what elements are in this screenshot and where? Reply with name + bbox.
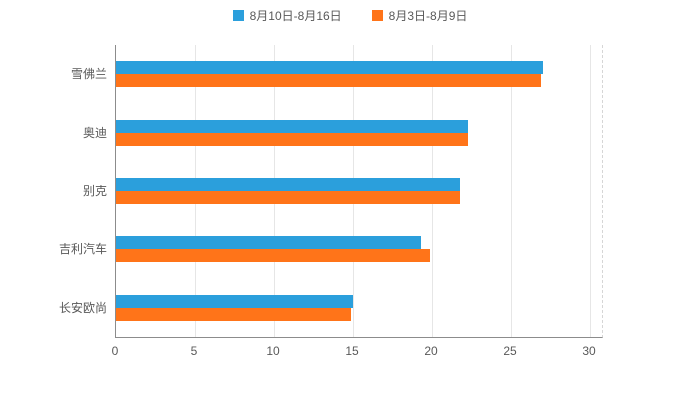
bar-series1-cat2[interactable] [116, 119, 469, 133]
x-tick-label: 5 [190, 344, 198, 358]
legend: 8月10日-8月16日 8月3日-8月9日 [0, 7, 700, 24]
category-label: 别克 [82, 184, 107, 198]
bar-series1-cat4[interactable] [116, 236, 421, 250]
bar-series1-cat3[interactable] [116, 178, 461, 191]
x-tick-label: 25 [503, 344, 517, 358]
legend-label-week2: 8月10日-8月16日 [249, 9, 342, 23]
x-tick-label: 15 [345, 344, 359, 358]
legend-swatch-orange-icon [371, 10, 383, 21]
bar-series2-cat5[interactable] [116, 307, 352, 321]
x-tick-label: 10 [266, 344, 280, 358]
legend-item-week1[interactable]: 8月3日-8月9日 [371, 7, 468, 24]
category-label: 雪佛兰 [70, 67, 107, 82]
x-tick-label: 20 [424, 344, 438, 358]
category-label: 吉利汽车 [58, 242, 107, 257]
bar-series2-cat3[interactable] [116, 191, 461, 204]
bar-series2-cat1[interactable] [116, 74, 542, 88]
gridline [510, 45, 512, 337]
plot-area [115, 45, 603, 338]
category-label: 奥迪 [82, 125, 107, 140]
bar-series1-cat1[interactable] [116, 61, 543, 75]
legend-label-week1: 8月3日-8月9日 [388, 9, 468, 23]
gridline [589, 45, 591, 337]
legend-item-week2[interactable]: 8月10日-8月16日 [232, 7, 342, 24]
x-tick-label: 30 [582, 344, 596, 358]
bar-series2-cat2[interactable] [116, 132, 469, 146]
x-tick-label: 0 [111, 344, 119, 358]
legend-swatch-blue-icon [232, 10, 244, 21]
category-label: 长安欧尚 [58, 300, 107, 315]
bar-series1-cat5[interactable] [116, 294, 353, 308]
bar-series2-cat4[interactable] [116, 249, 431, 263]
